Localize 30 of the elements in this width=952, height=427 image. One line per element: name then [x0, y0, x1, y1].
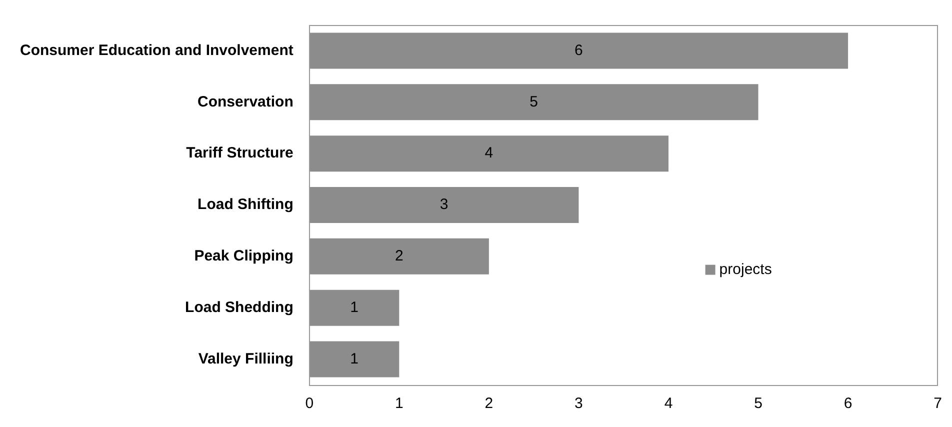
x-tick-label: 6: [844, 395, 852, 412]
data-label: 1: [350, 299, 358, 316]
data-label: 6: [574, 42, 583, 59]
x-tick-label: 0: [305, 395, 314, 412]
data-label: 3: [440, 196, 448, 214]
data-label: 1: [350, 350, 358, 368]
bar: [309, 290, 400, 326]
x-tick-label: 7: [934, 395, 942, 412]
x-tick-label: 1: [394, 395, 404, 412]
bar: [309, 32, 848, 69]
data-label: 5: [530, 93, 538, 110]
bar: [309, 187, 579, 223]
bar: [309, 84, 758, 120]
bar: [309, 238, 489, 274]
x-tick-label: 3: [574, 395, 583, 412]
bar: [309, 136, 668, 172]
y-tick-label: Load Shedding: [185, 299, 294, 316]
y-tick-label: Load Shifting: [198, 196, 294, 214]
data-label: 4: [484, 144, 494, 162]
y-tick-label: Conservation: [198, 93, 294, 110]
x-tick-label: 5: [754, 395, 762, 412]
bar: [309, 341, 400, 378]
y-tick-label: Tariff Structure: [186, 144, 294, 162]
x-tick-label: 2: [484, 395, 494, 412]
y-tick-label: Valley Filliing: [198, 350, 294, 368]
data-label: 2: [394, 248, 404, 265]
legend-label: projects: [719, 260, 772, 278]
y-tick-label: Peak Clipping: [194, 248, 294, 265]
y-tick-label: Consumer Education and Involvement: [20, 42, 294, 59]
x-tick-label: 4: [664, 395, 673, 412]
